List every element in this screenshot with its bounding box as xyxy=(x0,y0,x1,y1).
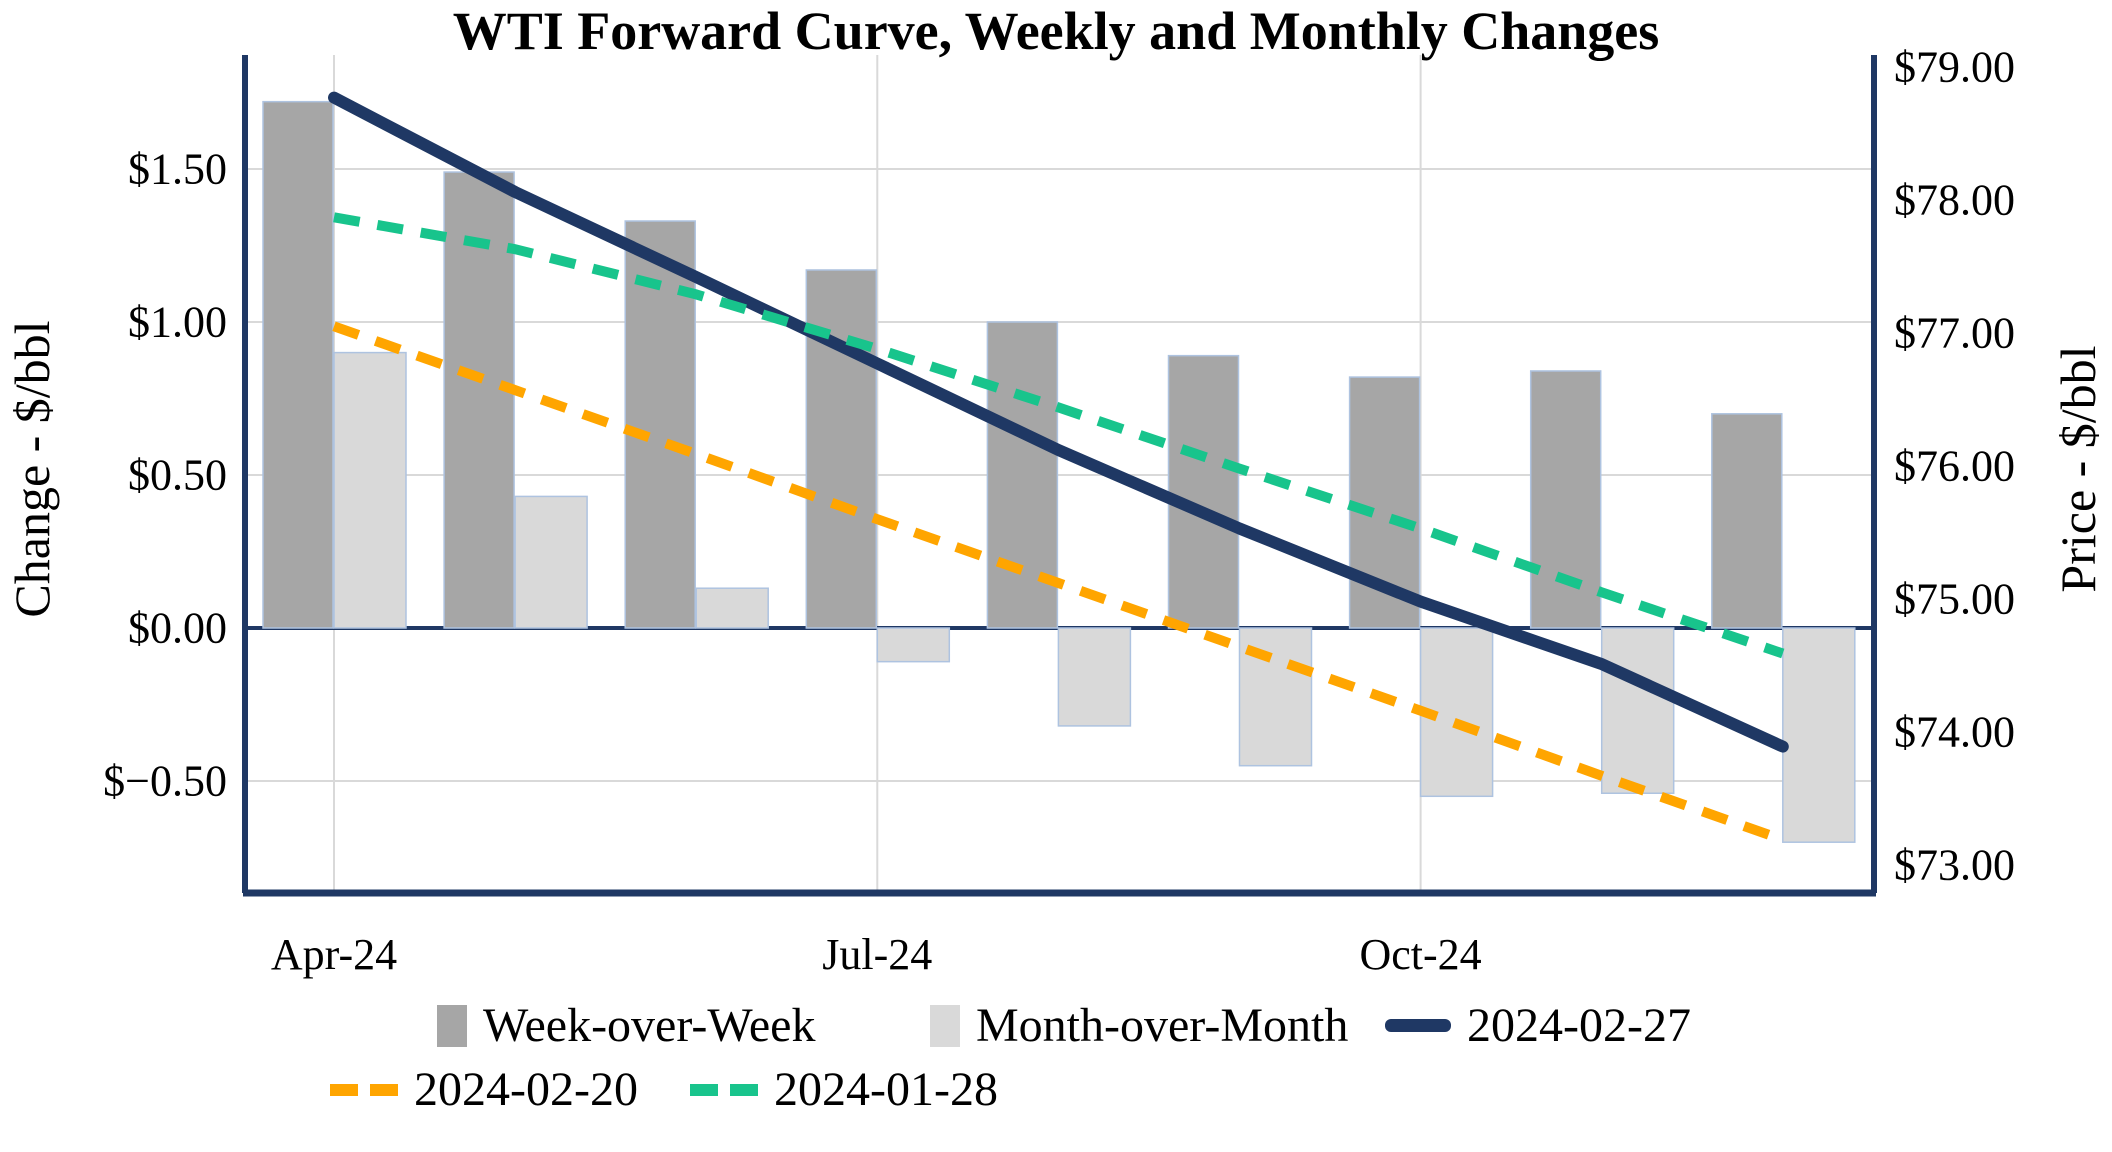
legend-label: 2024-02-27 xyxy=(1467,999,1691,1052)
bar-month-over-month-nov-24 xyxy=(1600,627,1675,794)
bar-month-over-month-apr-24 xyxy=(333,351,407,629)
dashed-line-marker-icon xyxy=(330,1083,398,1096)
right-tick-label: $78.00 xyxy=(1894,175,2015,224)
left-tick-label: $0.50 xyxy=(128,450,227,499)
bar-week-over-week-nov-24 xyxy=(1529,370,1602,629)
legend-label: 2024-01-28 xyxy=(774,1063,998,1116)
right-tick-label: $73.00 xyxy=(1894,840,2015,889)
legend-item-2024-02-27: 2024-02-27 xyxy=(1385,998,1691,1053)
legend-item-2024-02-20: 2024-02-20 xyxy=(330,1062,638,1117)
line-2024-02-20 xyxy=(332,321,1785,845)
bar-week-over-week-apr-24 xyxy=(262,100,334,629)
left-tick-label: $1.00 xyxy=(128,297,227,346)
legend-label: Week-over-Week xyxy=(483,999,816,1052)
chart-title: WTI Forward Curve, Weekly and Monthly Ch… xyxy=(452,1,1660,61)
line-2024-02-27 xyxy=(328,91,1789,753)
legend-label: Month-over-Month xyxy=(976,999,1349,1052)
right-tick-label: $75.00 xyxy=(1894,574,2015,623)
legend-item-week-over-week: Week-over-Week xyxy=(437,998,815,1053)
week-over-week-swatch-icon xyxy=(437,1004,467,1047)
bar-month-over-month-aug-24 xyxy=(1057,627,1132,727)
line-2024-01-28 xyxy=(333,212,1785,659)
x-tick-label: Apr-24 xyxy=(271,930,397,979)
right-tick-label: $76.00 xyxy=(1894,441,2015,490)
bar-week-over-week-sep-24 xyxy=(1167,354,1240,629)
bar-week-over-week-jul-24 xyxy=(805,269,878,629)
bar-week-over-week-may-24 xyxy=(443,171,515,629)
month-over-month-swatch-icon xyxy=(930,1004,960,1047)
bar-week-over-week-dec-24 xyxy=(1711,413,1783,629)
right-tick-label: $77.00 xyxy=(1894,308,2015,357)
x-tick-label: Jul-24 xyxy=(822,930,932,979)
right-tick-label: $74.00 xyxy=(1894,707,2015,756)
left-tick-label: $0.00 xyxy=(128,603,227,652)
left-tick-label: $−0.50 xyxy=(103,757,227,806)
x-tick-label: Oct-24 xyxy=(1360,930,1482,979)
right-tick-label: $79.00 xyxy=(1894,42,2015,91)
left-tick-label: $1.50 xyxy=(128,144,227,193)
legend-label: 2024-02-20 xyxy=(414,1063,638,1116)
bar-month-over-month-jul-24 xyxy=(876,627,951,663)
bar-month-over-month-jun-24 xyxy=(695,587,769,629)
dashed-line-marker-icon xyxy=(690,1083,758,1096)
solid-line-marker-icon xyxy=(1385,1019,1451,1032)
bar-month-over-month-may-24 xyxy=(514,495,588,629)
legend-item-2024-01-28: 2024-01-28 xyxy=(690,1062,998,1117)
bar-month-over-month-dec-24 xyxy=(1782,627,1856,843)
legend-item-month-over-month: Month-over-Month xyxy=(930,998,1348,1053)
